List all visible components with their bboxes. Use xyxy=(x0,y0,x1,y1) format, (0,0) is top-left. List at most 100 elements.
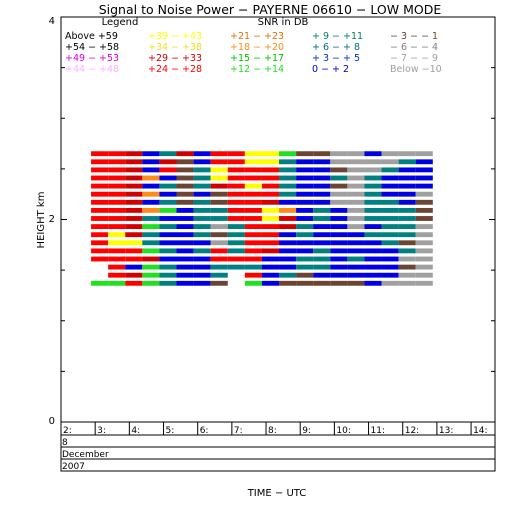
snr-cell xyxy=(142,167,160,173)
snr-cell xyxy=(313,191,331,197)
snr-cell xyxy=(244,151,262,157)
snr-cell xyxy=(381,232,399,238)
snr-cell xyxy=(176,232,194,238)
snr-cell xyxy=(193,272,211,278)
legend-entry: +12 − +14 xyxy=(230,64,284,75)
snr-cell xyxy=(159,167,177,173)
snr-cell xyxy=(91,240,109,246)
snr-cell xyxy=(261,216,280,221)
snr-cell xyxy=(330,151,348,157)
snr-cell xyxy=(330,207,348,213)
snr-cell xyxy=(108,183,126,189)
snr-cell xyxy=(142,151,160,157)
snr-cell xyxy=(142,216,160,221)
snr-cell xyxy=(227,224,245,230)
snr-cell xyxy=(330,232,348,238)
x-tick-label: 13: xyxy=(439,426,453,436)
snr-cell xyxy=(244,232,262,238)
snr-cell xyxy=(176,224,194,230)
snr-cell xyxy=(296,248,314,254)
snr-cell xyxy=(159,224,177,230)
snr-cell xyxy=(125,199,143,205)
legend-entry: +44 − +48 xyxy=(65,64,119,75)
y-tick-label: 2 xyxy=(49,214,55,225)
x-tick-label: 12: xyxy=(405,426,419,436)
snr-cell xyxy=(415,240,433,246)
snr-cell xyxy=(347,232,365,238)
snr-cell xyxy=(415,216,433,221)
snr-cell xyxy=(398,240,416,246)
snr-cell xyxy=(279,216,297,221)
snr-cell xyxy=(364,216,382,221)
snr-cell xyxy=(193,151,211,157)
snr-cell xyxy=(261,159,280,165)
snr-cell xyxy=(364,248,382,254)
snr-cell xyxy=(279,264,297,270)
snr-cell xyxy=(108,256,126,262)
legend-entry: + 9 − +11 xyxy=(312,31,363,42)
snr-cell xyxy=(125,232,143,238)
snr-cell xyxy=(330,248,348,254)
snr-cell xyxy=(313,159,331,165)
snr-cell xyxy=(347,175,365,181)
snr-cell xyxy=(176,248,194,254)
snr-cell xyxy=(227,183,245,189)
snr-cell xyxy=(159,256,177,262)
snr-cell xyxy=(364,191,382,197)
snr-cell xyxy=(415,232,433,238)
snr-cell xyxy=(125,191,143,197)
snr-cell xyxy=(210,240,228,246)
snr-cell xyxy=(398,199,416,205)
snr-cell xyxy=(347,167,365,173)
snr-cell xyxy=(142,175,160,181)
snr-cell xyxy=(279,280,297,286)
snr-cell xyxy=(261,256,280,262)
snr-cell xyxy=(193,280,211,286)
snr-cell xyxy=(227,232,245,238)
snr-cell xyxy=(210,199,228,205)
snr-cell xyxy=(364,272,382,278)
legend-entry: + 6 − + 8 xyxy=(312,42,360,53)
snr-cell xyxy=(313,240,331,246)
legend-entry: +29 − +33 xyxy=(148,53,202,64)
snr-cell xyxy=(125,207,143,213)
snr-cell xyxy=(108,199,126,205)
snr-cell xyxy=(159,183,177,189)
snr-cell xyxy=(227,159,245,165)
snr-cell xyxy=(364,232,382,238)
snr-cell xyxy=(279,167,297,173)
snr-cell xyxy=(91,199,109,205)
snr-cell xyxy=(261,183,280,189)
snr-cell xyxy=(313,224,331,230)
snr-cell xyxy=(261,224,280,230)
snr-cell xyxy=(142,199,160,205)
snr-legend: Above +59+54 − +58+49 − +53+44 − +48 +39 … xyxy=(65,31,442,75)
snr-cell xyxy=(347,216,365,221)
snr-cell xyxy=(244,199,262,205)
snr-cell xyxy=(142,232,160,238)
snr-cell xyxy=(347,207,365,213)
snr-cell xyxy=(210,224,228,230)
snr-cell xyxy=(227,240,245,246)
snr-cell xyxy=(91,151,109,157)
snr-cell xyxy=(381,207,399,213)
snr-cell xyxy=(330,175,348,181)
snr-cell xyxy=(364,199,382,205)
legend-entry: +21 − +23 xyxy=(230,31,284,42)
snr-cell xyxy=(125,159,143,165)
date-day: 8 xyxy=(62,438,68,448)
snr-cell xyxy=(125,175,143,181)
snr-cell xyxy=(415,224,433,230)
snr-cell xyxy=(296,167,314,173)
snr-cell xyxy=(227,264,245,270)
snr-cell xyxy=(244,272,262,278)
snr-cell xyxy=(227,151,245,157)
snr-cell xyxy=(125,248,143,254)
snr-cell xyxy=(125,216,143,221)
snr-cell xyxy=(313,256,331,262)
snr-cell xyxy=(159,272,177,278)
snr-cell xyxy=(244,159,262,165)
x-tick-label: 4: xyxy=(131,426,140,436)
snr-cell xyxy=(347,191,365,197)
